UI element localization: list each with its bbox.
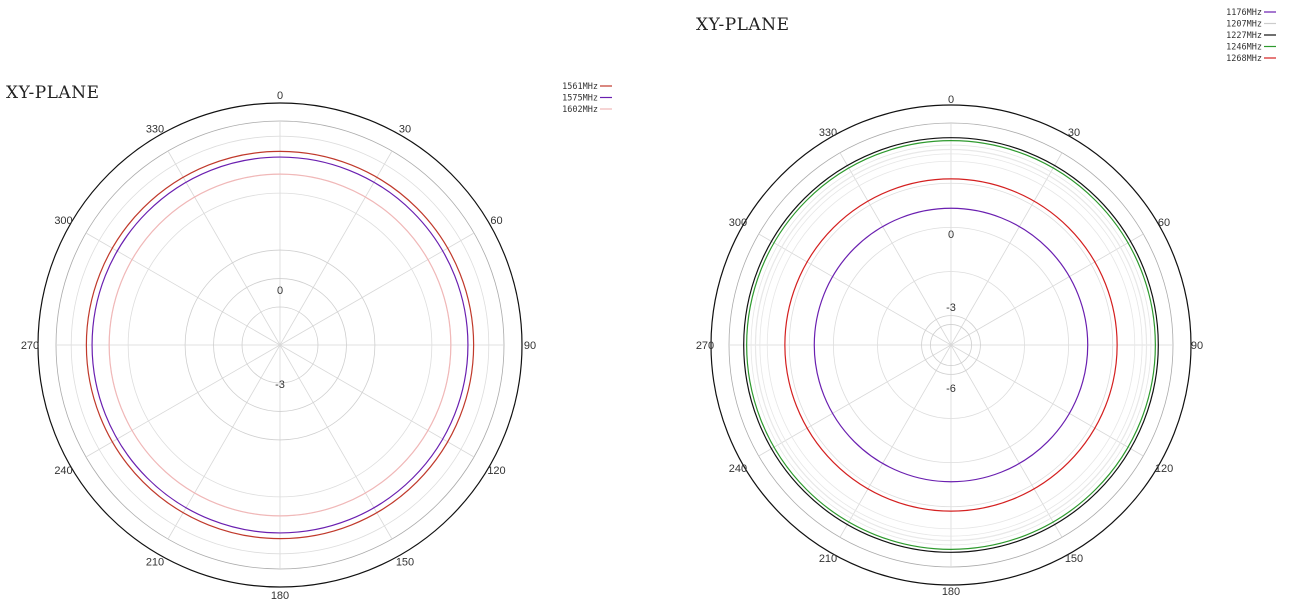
radial-tick-label: -6 — [946, 383, 956, 395]
grid-ring — [750, 144, 1152, 546]
spoke-line — [950, 152, 1063, 346]
chart-title-right: XY-PLANE — [696, 15, 790, 35]
angle-label: 30 — [399, 123, 411, 135]
legend-label: 1176MHz — [1226, 8, 1262, 18]
grid-ring — [921, 315, 981, 375]
radial-tick-label: 0 — [277, 285, 283, 297]
spoke-line — [839, 344, 952, 538]
grid-ring — [759, 153, 1143, 537]
spoke-line — [279, 344, 475, 458]
series-trace — [784, 178, 1118, 512]
spoke-line — [85, 232, 281, 346]
angle-label: 60 — [1158, 217, 1170, 229]
polar-chart-right: XY-PLANE 0 30 60 90 120 150 180 210 240 270 300 330… — [696, 8, 1276, 598]
series-trace — [813, 207, 1089, 483]
polar-chart-left: XY-PLANE 0 30 60 90 120 150 180 210 240 270 300 330… — [6, 82, 612, 601]
spoke-line — [167, 344, 281, 540]
spoke-line — [758, 233, 952, 346]
outer-border-circle — [710, 104, 1192, 586]
angle-label: 0 — [948, 94, 954, 106]
angle-label: 150 — [396, 557, 414, 569]
angle-label: 180 — [271, 590, 289, 601]
angle-label: 330 — [146, 123, 164, 135]
angle-label: 90 — [524, 340, 536, 352]
angle-label: 180 — [942, 586, 960, 598]
angular-gridlines — [729, 123, 1173, 567]
grid-ring — [766, 160, 1136, 530]
radial-gridlines — [750, 144, 1152, 546]
series-trace — [91, 156, 469, 534]
grid-ring — [241, 306, 319, 384]
radial-tick-label: 0 — [948, 229, 954, 241]
chart-title-left: XY-PLANE — [6, 83, 100, 103]
angle-label: 300 — [729, 217, 747, 229]
radial-tick-label: -3 — [946, 302, 956, 314]
legend-label: 1268MHz — [1226, 54, 1262, 64]
angle-tick-labels: 0 30 60 90 120 150 180 210 240 270 300 330 — [696, 94, 1203, 598]
series-trace — [743, 137, 1159, 553]
angle-label: 0 — [277, 90, 283, 102]
spoke-line — [758, 344, 952, 457]
grid-ring — [877, 271, 1025, 419]
spoke-line — [279, 232, 475, 346]
grid-ring — [184, 249, 376, 441]
grid-ring — [213, 278, 347, 412]
radial-tick-label: -3 — [275, 379, 285, 391]
grid-ring — [832, 226, 1070, 464]
spoke-line — [950, 344, 1144, 457]
outer-border-circle — [37, 102, 523, 588]
legend-label: 1246MHz — [1226, 43, 1262, 53]
angle-label: 150 — [1065, 553, 1083, 565]
angle-label: 240 — [54, 465, 72, 477]
series-traces — [85, 150, 475, 540]
spoke-line — [950, 344, 1063, 538]
angle-label: 210 — [819, 553, 837, 565]
series-traces — [743, 137, 1159, 553]
angle-label: 210 — [146, 557, 164, 569]
angle-label: 30 — [1068, 127, 1080, 139]
legend-label: 1207MHz — [1226, 20, 1262, 30]
grid-ring — [788, 182, 1114, 508]
angle-label: 270 — [696, 340, 714, 352]
angle-label: 90 — [1191, 340, 1203, 352]
angle-label: 120 — [1155, 463, 1173, 475]
series-trace — [108, 173, 452, 517]
legend-label: 1602MHz — [562, 105, 598, 115]
spoke-line — [839, 152, 952, 346]
spoke-line — [85, 344, 281, 458]
angle-label: 330 — [819, 127, 837, 139]
series-trace — [754, 148, 1148, 542]
grid-ring — [930, 324, 972, 366]
legend-label: 1575MHz — [562, 94, 598, 104]
legend-label: 1227MHz — [1226, 31, 1262, 41]
angle-label: 60 — [490, 215, 502, 227]
angular-gridlines — [56, 121, 504, 569]
spoke-line — [167, 150, 281, 346]
angle-label: 240 — [729, 463, 747, 475]
angle-label: 300 — [54, 215, 72, 227]
angle-label: 270 — [21, 340, 39, 352]
series-trace — [85, 150, 475, 540]
spoke-line — [950, 233, 1144, 346]
spoke-line — [279, 344, 393, 540]
angle-tick-labels: 0 30 60 90 120 150 180 210 240 270 300 330 — [21, 90, 536, 601]
grid-ring — [70, 135, 490, 555]
spoke-line — [279, 150, 393, 346]
angle-label: 120 — [487, 465, 505, 477]
legend-label: 1561MHz — [562, 82, 598, 92]
series-trace — [746, 140, 1156, 550]
grid-ring — [127, 192, 433, 498]
